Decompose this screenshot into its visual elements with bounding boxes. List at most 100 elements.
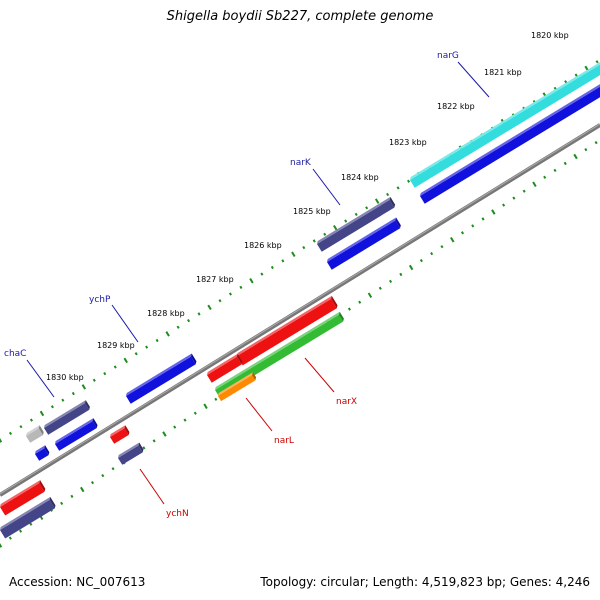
upper-tick-mark	[365, 206, 369, 210]
lower-tick-mark	[90, 480, 95, 485]
topology-summary: Topology: circular; Length: 4,519,823 bp…	[260, 575, 590, 589]
kbp-tick-label: 1830 kbp	[46, 373, 84, 382]
narL-feature	[207, 353, 243, 383]
kbp-tick-label: 1829 kbp	[97, 341, 135, 350]
upper-tick-mark	[302, 245, 306, 250]
ychN-gene-label: ychN	[166, 509, 189, 519]
kbp-tick-label: 1821 kbp	[484, 68, 522, 77]
lower-tick-mark	[408, 264, 414, 271]
ychN-cds-feature	[118, 442, 144, 465]
narL-gene-label: narL	[274, 436, 294, 446]
narK-leader-line	[312, 168, 341, 206]
upper-tick-mark	[574, 73, 578, 77]
ychP-leader-line	[111, 304, 139, 343]
chaC-cds-feature	[55, 418, 98, 451]
lower-tick-mark	[60, 501, 64, 506]
upper-tick-mark	[71, 391, 75, 396]
lower-tick-mark	[389, 279, 393, 284]
tick-marks	[0, 60, 599, 548]
upper-tick-mark	[81, 384, 87, 390]
upper-tick-mark	[0, 438, 3, 443]
small-gray-feature	[26, 425, 44, 443]
upper-tick-mark	[281, 259, 285, 263]
narL-cds-feature	[218, 372, 257, 402]
lower-tick-mark	[573, 153, 578, 160]
lower-tick-mark	[450, 236, 455, 243]
lower-tick-mark	[430, 251, 434, 256]
ychP-gene-label: ychP	[89, 295, 111, 305]
lower-tick-mark	[152, 439, 156, 443]
upper-tick-mark	[134, 352, 138, 356]
upper-tick-mark	[197, 312, 201, 316]
lower-tick-mark	[111, 467, 115, 471]
upper-tick-mark	[239, 285, 243, 290]
upper-tick-mark	[187, 318, 191, 323]
upper-tick-mark	[249, 277, 254, 284]
narG-feature	[410, 62, 600, 188]
lower-tick-mark	[347, 307, 351, 311]
lower-tick-mark	[142, 446, 146, 450]
lower-tick-mark	[70, 494, 74, 499]
lower-tick-mark	[471, 224, 475, 228]
kbp-tick-label: 1826 kbp	[244, 241, 282, 250]
lower-tick-mark	[173, 425, 177, 429]
narX-leader-line	[304, 357, 335, 393]
gene-features	[0, 62, 600, 539]
lower-tick-mark	[419, 258, 423, 263]
upper-tick-mark	[113, 365, 117, 369]
lower-tick-mark	[80, 486, 85, 493]
kbp-tick-label: 1824 kbp	[341, 173, 379, 182]
narG-gene-label: narG	[437, 51, 459, 61]
upper-tick-mark	[333, 224, 338, 231]
lower-tick-mark	[19, 529, 23, 533]
upper-tick-mark	[145, 345, 149, 349]
upper-tick-mark	[228, 292, 232, 296]
chaC-feature	[44, 400, 90, 435]
kbp-tick-label: 1825 kbp	[293, 207, 331, 216]
lower-tick-mark	[399, 272, 403, 277]
chaC-gene-label: chaC	[4, 349, 26, 359]
lower-tick-mark	[512, 196, 516, 200]
kbp-tick-label: 1822 kbp	[437, 102, 475, 111]
lower-tick-mark	[460, 231, 465, 235]
upper-tick-mark	[374, 198, 380, 204]
backbone-line	[0, 123, 600, 497]
upper-tick-mark	[354, 212, 358, 217]
upper-tick-mark	[103, 372, 107, 376]
narK-cds-feature	[327, 217, 401, 270]
upper-tick-mark	[165, 331, 170, 337]
upper-tick-mark	[207, 304, 212, 311]
kbp-tick-label: 1827 kbp	[196, 275, 234, 284]
upper-tick-mark	[312, 239, 316, 243]
ychN-leader-line	[139, 468, 165, 505]
upper-tick-mark	[176, 325, 180, 329]
lower-tick-mark	[532, 181, 537, 188]
upper-tick-mark	[218, 299, 222, 303]
small-blue-feature	[35, 445, 50, 461]
ychP-feature	[126, 353, 197, 404]
left-red-feature	[0, 480, 46, 516]
upper-tick-mark	[564, 80, 568, 84]
upper-tick-mark	[291, 251, 296, 258]
left-navy-feature	[0, 496, 56, 539]
lower-tick-mark	[358, 300, 362, 304]
lower-tick-mark	[491, 209, 496, 215]
upper-tick-mark	[92, 378, 96, 382]
ychN-feature	[110, 425, 130, 444]
lower-tick-mark	[183, 418, 187, 422]
lower-tick-mark	[367, 292, 373, 299]
upper-tick-mark	[61, 398, 65, 402]
upper-tick-mark	[155, 338, 159, 343]
lower-tick-mark	[162, 431, 167, 437]
upper-tick-mark	[260, 272, 264, 276]
upper-tick-mark	[595, 60, 599, 64]
narG-leader-line	[457, 61, 490, 98]
chaC-leader-line	[26, 359, 55, 398]
narL-leader-line	[245, 397, 273, 432]
lower-tick-mark	[378, 286, 382, 290]
narX-gene-label: narX	[336, 397, 357, 407]
lower-tick-mark	[553, 168, 557, 173]
lower-tick-mark	[440, 245, 444, 249]
lower-tick-mark	[193, 411, 197, 415]
